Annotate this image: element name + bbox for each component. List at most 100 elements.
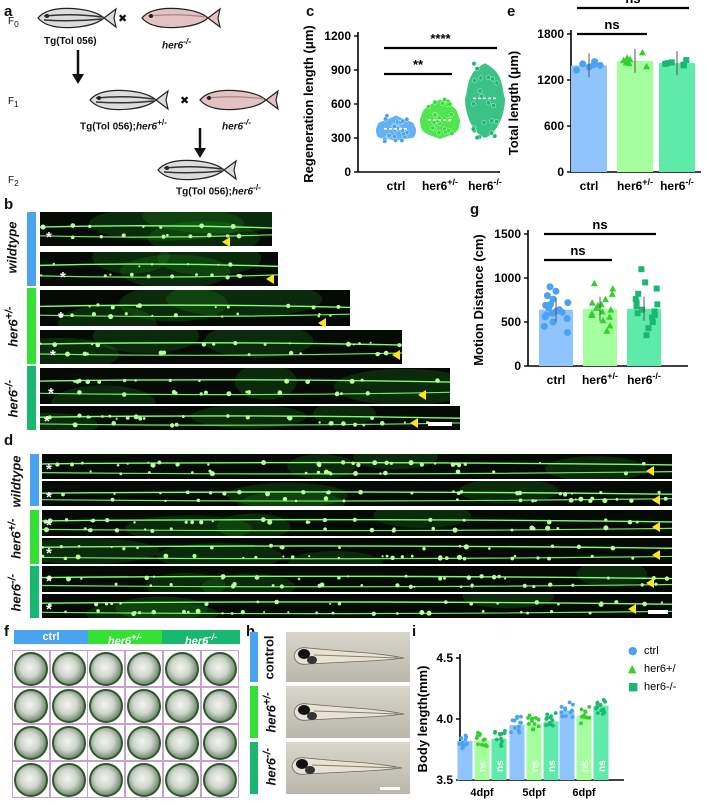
cell-dot <box>455 498 459 502</box>
i-bar <box>543 721 559 780</box>
i-data-point <box>549 714 554 719</box>
f1-mutant: her6-/- <box>222 117 251 133</box>
panel-f-activity-wells: ctrl her6+/- her6-/- <box>0 630 245 805</box>
d-star-1: * <box>46 461 52 478</box>
f-well-cell <box>49 650 88 687</box>
cell-dot <box>133 521 136 524</box>
panel-b-microscopy: wildtype her6+/- her6-/- * * * * * * <box>0 208 470 430</box>
b-image-hom-2 <box>40 406 460 430</box>
i-data-point <box>536 724 541 729</box>
i-bar-label: ns <box>597 760 608 772</box>
c-data-point <box>494 80 500 86</box>
cell-dot <box>547 556 551 561</box>
c-data-point <box>491 103 496 109</box>
panel-a-breeding-scheme: F0 F1 F2 ✖ ✖ Tg(T <box>0 0 300 197</box>
c-data-point <box>470 126 476 132</box>
axon-line <box>40 391 450 396</box>
cell-dot <box>438 576 443 581</box>
b-star-2: * <box>60 269 66 286</box>
cell-dot <box>403 421 406 424</box>
cell-dot <box>159 491 162 495</box>
f-well-cell <box>87 761 126 798</box>
i-data-point <box>559 704 564 709</box>
g-data-point <box>558 308 566 316</box>
i-data-point <box>482 737 487 742</box>
tissue-glow <box>146 572 226 592</box>
cell-dot <box>317 315 321 318</box>
cell-dot <box>87 528 91 532</box>
cell-dot <box>210 273 214 277</box>
cell-dot <box>287 415 293 421</box>
d-star-3: * <box>46 517 52 534</box>
cell-dot <box>113 492 116 496</box>
i-data-point <box>483 743 488 747</box>
i-legend-marker: ■ <box>628 680 638 693</box>
i-data-point <box>532 722 537 726</box>
cell-dot <box>226 305 230 309</box>
f-well-trace <box>164 726 199 760</box>
cell-dot <box>568 497 574 503</box>
cell-dot <box>110 545 113 549</box>
cell-dot <box>290 555 295 559</box>
cell-dot <box>101 415 104 418</box>
cell-dot <box>144 528 147 531</box>
g-x-tick-label: her6-/- <box>627 371 661 387</box>
cell-dot <box>431 526 435 531</box>
i-bar <box>576 715 592 780</box>
chart-c-regeneration: 0 300 600 900 1200 Regeneration length (μm) ct… <box>301 25 505 193</box>
cell-dot <box>301 490 306 495</box>
c-data-point <box>494 119 499 124</box>
cell-dot <box>341 421 346 426</box>
cell-dot <box>150 462 156 468</box>
f-well-cell <box>162 687 201 724</box>
cell-dot <box>108 414 112 418</box>
cell-dot <box>450 462 456 467</box>
e-data-point <box>626 55 634 63</box>
cell-dot <box>395 583 400 588</box>
cell-dot <box>456 554 463 560</box>
e-data-point <box>683 57 690 64</box>
cell-dot <box>173 313 179 318</box>
c-data-point <box>485 100 491 106</box>
cell-dot <box>358 342 361 345</box>
g-data-point <box>590 279 598 287</box>
c-data-point <box>442 97 447 102</box>
f-well-trace <box>127 652 162 686</box>
cell-dot <box>664 576 670 581</box>
cell-dot <box>287 611 290 614</box>
cell-dot <box>606 576 610 580</box>
cell-dot <box>349 378 355 384</box>
cell-dot <box>247 353 251 357</box>
cell-dot <box>247 390 252 395</box>
c-y-tick-label: 300 <box>331 131 351 145</box>
e-y-tick-label: 0 <box>557 165 564 179</box>
b-star-3: * <box>58 309 64 326</box>
cell-dot <box>342 499 346 503</box>
e-data-point <box>668 59 675 66</box>
cell-dot <box>263 342 267 346</box>
cell-dot <box>610 545 616 551</box>
i-data-point <box>516 724 521 729</box>
g-y-tick-label: 500 <box>501 315 521 329</box>
axon-line <box>42 583 672 588</box>
cell-dot <box>337 601 342 606</box>
c-violin <box>465 63 505 139</box>
cell-dot <box>369 527 375 533</box>
cell-dot <box>348 344 351 347</box>
cell-dot <box>329 472 333 476</box>
cell-dot <box>588 611 592 615</box>
d-image-hom-1 <box>42 566 672 592</box>
i-data-point <box>587 704 592 709</box>
b-scale-bar <box>428 422 452 426</box>
f-well-cell <box>87 687 126 724</box>
tissue-glow <box>204 330 314 358</box>
c-data-point <box>436 130 442 136</box>
f-well-trace <box>51 689 86 723</box>
cell-dot <box>110 305 115 310</box>
g-data-point <box>633 303 640 310</box>
cell-dot <box>204 601 209 607</box>
axon-line <box>42 518 672 523</box>
g-data-point <box>602 295 610 303</box>
cell-dot <box>245 390 249 394</box>
cell-dot <box>362 423 366 427</box>
